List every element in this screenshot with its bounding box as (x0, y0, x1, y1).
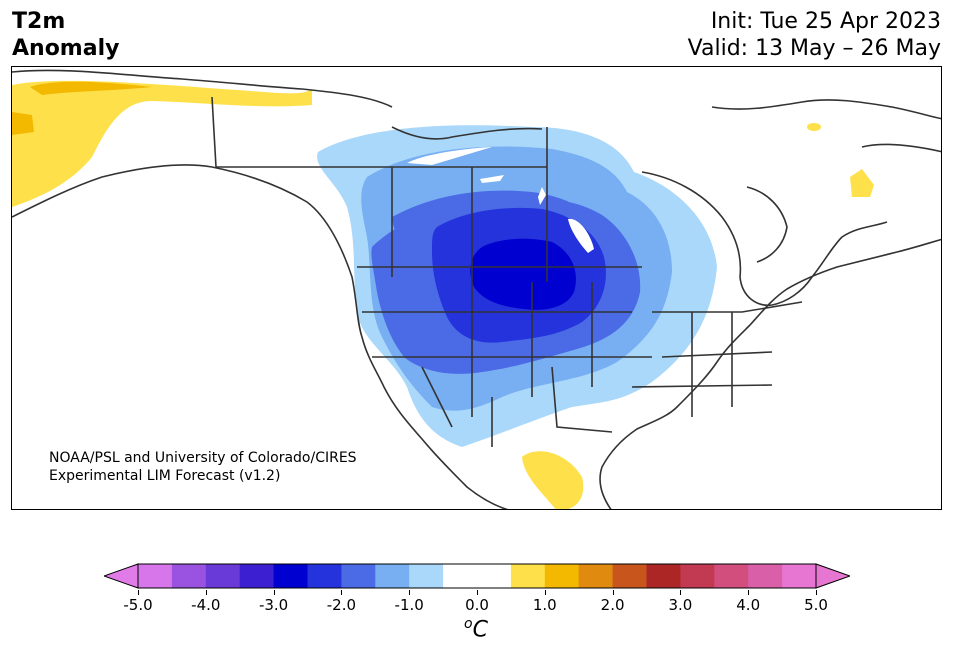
colorbar-tick-mark (409, 590, 411, 595)
colorbar-cell (171, 564, 207, 588)
colorbar-tick-label: 2.0 (600, 596, 625, 614)
colorbar-tick-mark (544, 590, 546, 595)
colorbar-extend-low (104, 563, 139, 589)
colorbar-cell (205, 564, 241, 588)
title-line-2: Anomaly (12, 36, 120, 61)
warm-spot-baffin (807, 123, 821, 131)
colorbar-cell (646, 564, 681, 588)
colorbar-cell (341, 564, 376, 588)
colorbar-outline (137, 563, 817, 589)
colorbar-cell (782, 564, 817, 588)
alaska-warm-anomaly (12, 80, 312, 207)
colorbar-tick-label: 1.0 (532, 596, 557, 614)
colorbar-cell (612, 564, 647, 588)
colorbar-cell (714, 564, 749, 588)
colorbar-cell (748, 564, 783, 588)
credit-text: NOAA/PSL and University of Colorado/CIRE… (49, 449, 357, 485)
forecast-dates: Init: Tue 25 Apr 2023 Valid: 13 May – 26… (688, 8, 941, 62)
unit-superscript: o (464, 616, 473, 632)
colorbar-cell (138, 564, 173, 588)
valid-dates: Valid: 13 May – 26 May (687, 36, 941, 61)
colorbar-tick-label: 0.0 (465, 596, 489, 614)
colorbar-tick-mark (205, 590, 207, 595)
colorbar-cell (443, 564, 478, 588)
colorbar-cell (510, 564, 546, 588)
colorbar-tick-label: 3.0 (668, 596, 693, 614)
credit-line-2: Experimental LIM Forecast (v1.2) (49, 468, 281, 484)
colorbar-cell (477, 564, 512, 588)
colorbar-tick-label: -1.0 (394, 596, 424, 614)
colorbar-tick-mark (477, 590, 478, 595)
colorbar-cell (680, 564, 715, 588)
colorbar-ticks: -5.0 -4.0 -3.0 -2.0 -1.0 0.0 1.0 2.0 3.0 4.0 5.0 (104, 590, 850, 616)
colorbar-tick-label: 4.0 (736, 596, 761, 614)
colorbar-tick-mark (138, 590, 139, 595)
colorbar-tick-label: -4.0 (191, 596, 221, 614)
colorbar-cell (409, 564, 444, 588)
warm-spot-labrador (850, 169, 874, 197)
colorbar-tick-label: -3.0 (258, 596, 289, 614)
colorbar-tick-mark (816, 590, 817, 595)
map-title: T2m Anomaly (12, 8, 119, 62)
map-canvas (12, 69, 941, 509)
colorbar-tick-label: -2.0 (326, 596, 357, 614)
unit-label: C (472, 617, 488, 643)
colorbar (104, 563, 850, 589)
colorbar-tick-mark (341, 590, 343, 595)
colorbar-tick-label: -5.0 (123, 596, 153, 614)
colorbar-cell (375, 564, 410, 588)
boundaries (12, 69, 941, 509)
title-line-1: T2m (12, 9, 66, 34)
cold-anomaly (317, 125, 717, 447)
anomaly-map (11, 66, 942, 510)
colorbar-cell (307, 564, 342, 588)
colorbar-cell (239, 564, 275, 588)
colorbar-tick-label: 5.0 (804, 596, 828, 614)
warm-spot-mexico (522, 451, 584, 509)
credit-line-1: NOAA/PSL and University of Colorado/CIRE… (49, 450, 357, 466)
colorbar-unit: oC (464, 616, 488, 642)
colorbar-tick-mark (748, 590, 750, 595)
colorbar-tick-mark (273, 590, 275, 595)
init-date: Init: Tue 25 Apr 2023 (710, 9, 941, 34)
colorbar-tick-mark (680, 590, 682, 595)
colorbar-extend-high (815, 563, 850, 589)
colorbar-cell (273, 564, 308, 588)
colorbar-cell (578, 564, 614, 588)
colorbar-cell (544, 564, 580, 588)
colorbar-tick-mark (612, 590, 614, 595)
